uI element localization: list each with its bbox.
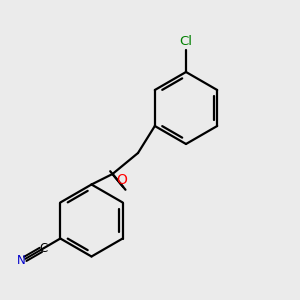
- Text: C: C: [40, 242, 48, 255]
- Text: Cl: Cl: [179, 35, 193, 48]
- Text: O: O: [116, 173, 127, 187]
- Text: N: N: [17, 254, 26, 267]
